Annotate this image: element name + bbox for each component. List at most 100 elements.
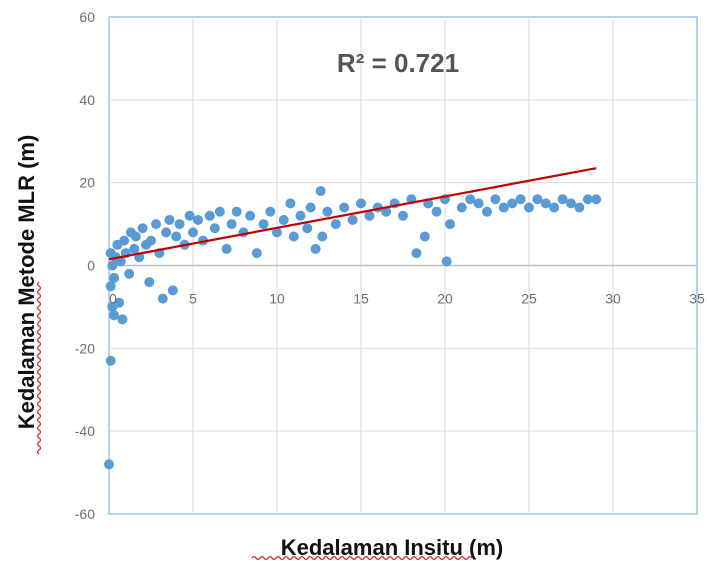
r-squared-annotation: R² = 0.721 — [337, 48, 459, 78]
data-point-0-80 — [490, 194, 501, 205]
data-point-0-46 — [258, 219, 269, 230]
data-point-0-2 — [109, 310, 120, 321]
data-point-0-24 — [151, 219, 162, 230]
data-point-0-78 — [473, 198, 484, 209]
data-point-0-63 — [364, 210, 375, 221]
data-point-0-83 — [515, 194, 526, 205]
data-point-0-77 — [465, 194, 476, 205]
data-point-0-82 — [507, 198, 518, 209]
data-point-0-30 — [171, 231, 182, 242]
x-tick-label-5: 5 — [189, 291, 197, 307]
data-point-0-27 — [161, 227, 172, 238]
data-point-0-48 — [272, 227, 282, 238]
data-point-0-17 — [129, 243, 140, 254]
data-point-0-15 — [124, 268, 135, 279]
data-point-0-33 — [184, 210, 195, 221]
data-point-0-47 — [265, 206, 276, 217]
y-tick-labels: 60 40 20 0 -20 -40 -60 — [75, 9, 95, 522]
data-point-0-67 — [398, 210, 408, 221]
data-point-0-79 — [482, 206, 492, 217]
data-point-0-50 — [285, 198, 296, 209]
data-point-0-4 — [114, 297, 125, 308]
data-point-0-81 — [498, 202, 509, 213]
x-title-spellcheck-underline — [251, 555, 473, 561]
x-tick-label-0: 0 — [109, 291, 117, 307]
data-point-0-40 — [221, 243, 232, 254]
data-point-0-76 — [456, 202, 467, 213]
y-tick-label--60: -60 — [75, 506, 95, 522]
data-point-0-37 — [204, 210, 215, 221]
data-point-0-6 — [105, 281, 116, 292]
y-tick-label-0: 0 — [87, 258, 95, 274]
data-point-0-26 — [157, 293, 168, 304]
data-point-0-69 — [411, 248, 422, 259]
y-tick-label-40: 40 — [79, 92, 95, 108]
data-point-0-0 — [104, 459, 114, 470]
y-title-spellcheck-underline — [36, 281, 42, 455]
data-point-0-23 — [146, 235, 156, 246]
data-point-0-84 — [524, 202, 534, 213]
data-point-0-56 — [315, 185, 326, 196]
x-tick-label-20: 20 — [437, 291, 453, 307]
x-tick-label-10: 10 — [269, 291, 285, 307]
data-point-0-91 — [582, 194, 593, 205]
data-point-0-58 — [322, 206, 333, 217]
data-point-0-20 — [137, 223, 148, 234]
data-point-0-13 — [119, 235, 130, 246]
data-point-0-60 — [339, 202, 350, 213]
data-point-0-62 — [356, 198, 366, 209]
data-point-0-45 — [251, 248, 262, 259]
data-point-0-42 — [231, 206, 242, 217]
data-point-0-52 — [295, 210, 306, 221]
data-point-0-72 — [431, 206, 442, 217]
data-point-0-87 — [549, 202, 560, 213]
data-point-0-12 — [115, 256, 126, 267]
data-point-0-53 — [302, 223, 313, 234]
data-point-0-31 — [174, 219, 185, 230]
data-point-0-51 — [288, 231, 299, 242]
x-axis-title: Kedalaman Insitu (m) — [281, 535, 503, 560]
data-point-0-65 — [381, 206, 392, 217]
data-point-0-85 — [532, 194, 543, 205]
data-point-0-41 — [226, 219, 237, 230]
trendline — [108, 167, 597, 261]
data-point-0-75 — [445, 219, 456, 230]
data-point-0-90 — [574, 202, 585, 213]
data-point-0-22 — [144, 277, 155, 288]
data-point-0-49 — [278, 214, 289, 225]
data-point-0-61 — [347, 214, 358, 225]
y-tick-label-20: 20 — [79, 175, 95, 191]
data-point-0-38 — [209, 223, 220, 234]
data-point-0-88 — [557, 194, 568, 205]
data-point-0-5 — [117, 314, 128, 325]
data-point-0-89 — [566, 198, 576, 209]
x-tick-label-25: 25 — [521, 291, 537, 307]
data-point-0-29 — [167, 285, 178, 296]
data-point-0-74 — [441, 256, 452, 267]
data-point-0-70 — [419, 231, 430, 242]
data-point-0-1 — [105, 355, 116, 366]
data-point-0-86 — [540, 198, 551, 209]
data-point-0-55 — [310, 243, 321, 254]
gridlines — [109, 17, 697, 514]
data-point-0-8 — [107, 260, 118, 271]
x-tick-label-15: 15 — [353, 291, 369, 307]
data-point-0-34 — [188, 227, 198, 238]
y-tick-label-60: 60 — [79, 9, 95, 25]
y-tick-label--20: -20 — [75, 340, 95, 356]
x-tick-label-35: 35 — [689, 291, 705, 307]
data-point-0-54 — [305, 202, 316, 213]
data-point-0-7 — [109, 272, 120, 283]
x-tick-label-30: 30 — [605, 291, 621, 307]
y-axis-title: Kedalaman Metode MLR (m) — [14, 135, 39, 430]
data-point-0-28 — [164, 214, 175, 225]
data-point-0-39 — [214, 206, 225, 217]
data-point-0-57 — [317, 231, 328, 242]
y-tick-label--40: -40 — [75, 423, 95, 439]
x-tick-labels: 0 5 10 15 20 25 30 35 — [109, 291, 705, 307]
data-point-0-59 — [330, 219, 341, 230]
data-point-0-18 — [130, 231, 141, 242]
data-point-0-44 — [245, 210, 256, 221]
data-point-0-92 — [591, 194, 602, 205]
